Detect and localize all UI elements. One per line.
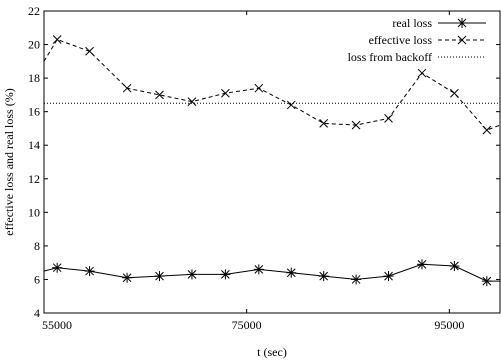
data-point-real-loss <box>383 271 394 282</box>
data-point-effective-loss <box>254 83 264 93</box>
marker-stroke <box>482 125 492 135</box>
data-point-real-loss <box>449 261 460 272</box>
x-tick-label: 95000 <box>434 318 464 332</box>
data-point-effective-loss <box>351 120 361 130</box>
data-point-real-loss <box>416 259 427 270</box>
data-point-effective-loss <box>52 35 62 44</box>
marker-stroke <box>384 114 393 123</box>
marker-stroke <box>286 100 296 110</box>
x-axis-ticks: 55000 75000 95000 <box>42 11 464 332</box>
series-real-loss <box>43 259 500 287</box>
plot-frame <box>43 10 501 314</box>
marker-stroke <box>417 68 427 78</box>
data-point-effective-loss <box>450 88 459 98</box>
marker-stroke <box>155 90 164 100</box>
data-point-effective-loss <box>155 90 164 100</box>
data-point-real-loss <box>286 267 297 278</box>
data-point-effective-loss <box>122 83 132 93</box>
data-point-effective-loss <box>187 97 197 106</box>
data-point-real-loss <box>318 271 329 282</box>
data-point-real-loss <box>52 262 63 273</box>
legend-label: effective loss <box>369 33 433 47</box>
series-layer <box>43 35 501 287</box>
data-point-real-loss <box>481 276 492 287</box>
data-point-effective-loss <box>482 125 492 135</box>
marker-stroke <box>221 88 230 98</box>
legend: real loss effective loss loss from backoff <box>348 16 486 64</box>
x-tick-label: 75000 <box>232 318 262 332</box>
data-point-effective-loss <box>319 119 329 128</box>
y-tick-label: 12 <box>28 172 40 186</box>
data-point-effective-loss <box>417 68 427 78</box>
y-tick-label: 4 <box>34 306 40 320</box>
legend-marker-effective-loss <box>457 35 467 45</box>
series-line-real-loss <box>43 263 500 282</box>
data-point-real-loss <box>154 271 165 282</box>
legend-label: loss from backoff <box>348 50 432 64</box>
marker-stroke <box>187 97 197 106</box>
data-point-real-loss <box>84 266 95 277</box>
data-point-real-loss <box>253 264 264 275</box>
y-tick-label: 22 <box>28 4 40 18</box>
data-point-real-loss <box>220 269 231 280</box>
legend-label: real loss <box>392 16 432 30</box>
marker-stroke <box>457 35 467 45</box>
marker-stroke <box>85 46 94 56</box>
marker-stroke <box>254 83 264 93</box>
series-line-effective-loss <box>43 38 501 131</box>
series-effective-loss <box>43 35 501 135</box>
data-point-effective-loss <box>85 46 94 56</box>
y-tick-label: 10 <box>28 205 40 219</box>
marker-stroke <box>351 120 361 130</box>
y-tick-label: 16 <box>28 105 40 119</box>
x-tick-label: 55000 <box>42 318 72 332</box>
marker-stroke <box>52 35 62 44</box>
x-axis-label: t (sec) <box>257 345 287 359</box>
y-tick-label: 8 <box>34 239 40 253</box>
y-tick-label: 6 <box>34 272 40 286</box>
y-tick-label: 18 <box>28 71 40 85</box>
y-tick-label: 14 <box>28 138 40 152</box>
data-point-real-loss <box>122 272 133 283</box>
data-point-effective-loss <box>221 88 230 98</box>
data-point-effective-loss <box>286 100 296 110</box>
data-point-effective-loss <box>384 114 393 123</box>
data-point-real-loss <box>351 274 362 285</box>
y-tick-label: 20 <box>28 38 40 52</box>
marker-stroke <box>450 88 459 98</box>
marker-stroke <box>122 83 132 93</box>
marker-stroke <box>319 119 329 128</box>
legend-marker-real-loss <box>457 18 467 28</box>
data-point-real-loss <box>186 269 197 280</box>
y-axis-ticks: 4 6 8 10 12 14 16 18 20 22 <box>28 4 500 320</box>
y-axis-label: effective loss and real loss (%) <box>2 88 16 235</box>
